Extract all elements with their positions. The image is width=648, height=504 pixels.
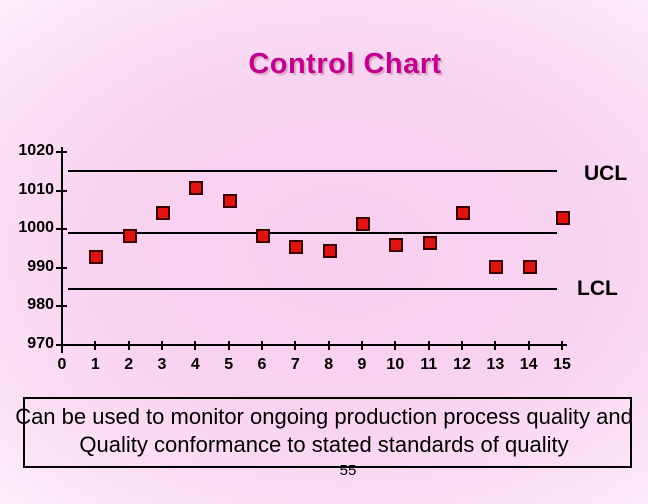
x-axis-tick [61, 341, 63, 350]
data-point [522, 259, 537, 274]
data-point [422, 236, 437, 251]
data-point [222, 194, 237, 209]
x-axis-tick-label: 8 [324, 356, 334, 373]
x-axis-tick [261, 341, 263, 350]
x-axis [61, 344, 567, 346]
x-axis-tick-label: 1 [90, 356, 100, 373]
x-axis-tick-label: 13 [486, 356, 505, 373]
y-axis-tick [56, 189, 67, 192]
caption-box [23, 397, 632, 468]
x-axis-tick [294, 341, 297, 350]
y-axis-tick-label: 980 [27, 296, 54, 313]
x-axis-tick [161, 341, 163, 350]
lcl-label: LCL [577, 277, 618, 300]
x-axis-tick-label: 2 [124, 356, 134, 373]
x-axis-tick-label: 0 [57, 356, 67, 373]
data-point [356, 217, 370, 232]
x-axis-tick [94, 341, 97, 350]
x-axis-tick-label: 6 [257, 356, 267, 373]
caption-line-2: Quality conformance to stated standards … [79, 432, 569, 457]
y-axis-tick-label: 970 [27, 334, 54, 352]
x-axis-tick [327, 341, 330, 350]
x-axis-tick [394, 341, 397, 350]
slide-title: Control Chart [248, 48, 442, 80]
y-axis-tick [56, 305, 67, 307]
lcl-line [68, 287, 557, 290]
data-point [256, 228, 270, 243]
data-point [89, 249, 104, 264]
y-axis [61, 147, 63, 353]
x-axis-tick-label: 9 [357, 356, 367, 373]
center-line [68, 231, 557, 234]
x-axis-tick [461, 341, 463, 350]
data-point [456, 205, 470, 220]
data-point [189, 180, 204, 195]
x-axis-tick [561, 341, 563, 350]
y-axis-tick-label: 1010 [18, 180, 54, 198]
data-point [489, 259, 504, 274]
y-axis-tick [56, 151, 67, 153]
x-axis-tick-label: 4 [190, 356, 200, 373]
data-point [122, 228, 137, 243]
x-axis-tick [194, 341, 197, 350]
x-axis-tick-label: 12 [453, 356, 471, 373]
x-axis-tick-label: 15 [553, 356, 571, 373]
x-axis-tick-label: 3 [157, 356, 167, 373]
caption-line-1: Can be used to monitor ongoing productio… [15, 404, 633, 429]
y-axis-tick [56, 266, 67, 269]
x-axis-tick-label: 14 [519, 356, 538, 373]
x-axis-tick [527, 341, 530, 350]
y-axis-tick [56, 228, 67, 230]
x-axis-tick [494, 341, 497, 350]
data-point [556, 211, 570, 226]
y-axis-tick-label: 1000 [18, 219, 54, 236]
y-axis-tick-label: 1020 [18, 142, 54, 159]
ucl-line [68, 170, 557, 173]
data-point [156, 205, 170, 220]
x-axis-tick-label: 5 [224, 356, 234, 373]
x-axis-tick [127, 341, 130, 350]
data-point [389, 238, 404, 253]
x-axis-tick-label: 11 [420, 356, 438, 373]
x-axis-tick [227, 341, 230, 350]
x-axis-tick-label: 10 [386, 356, 405, 373]
y-axis-tick-label: 990 [27, 257, 54, 275]
x-axis-tick [361, 341, 363, 350]
ucl-label: UCL [584, 162, 628, 185]
x-axis-tick-label: 7 [290, 356, 300, 373]
data-point [289, 240, 304, 255]
x-axis-tick [427, 341, 430, 350]
data-point [322, 244, 337, 259]
